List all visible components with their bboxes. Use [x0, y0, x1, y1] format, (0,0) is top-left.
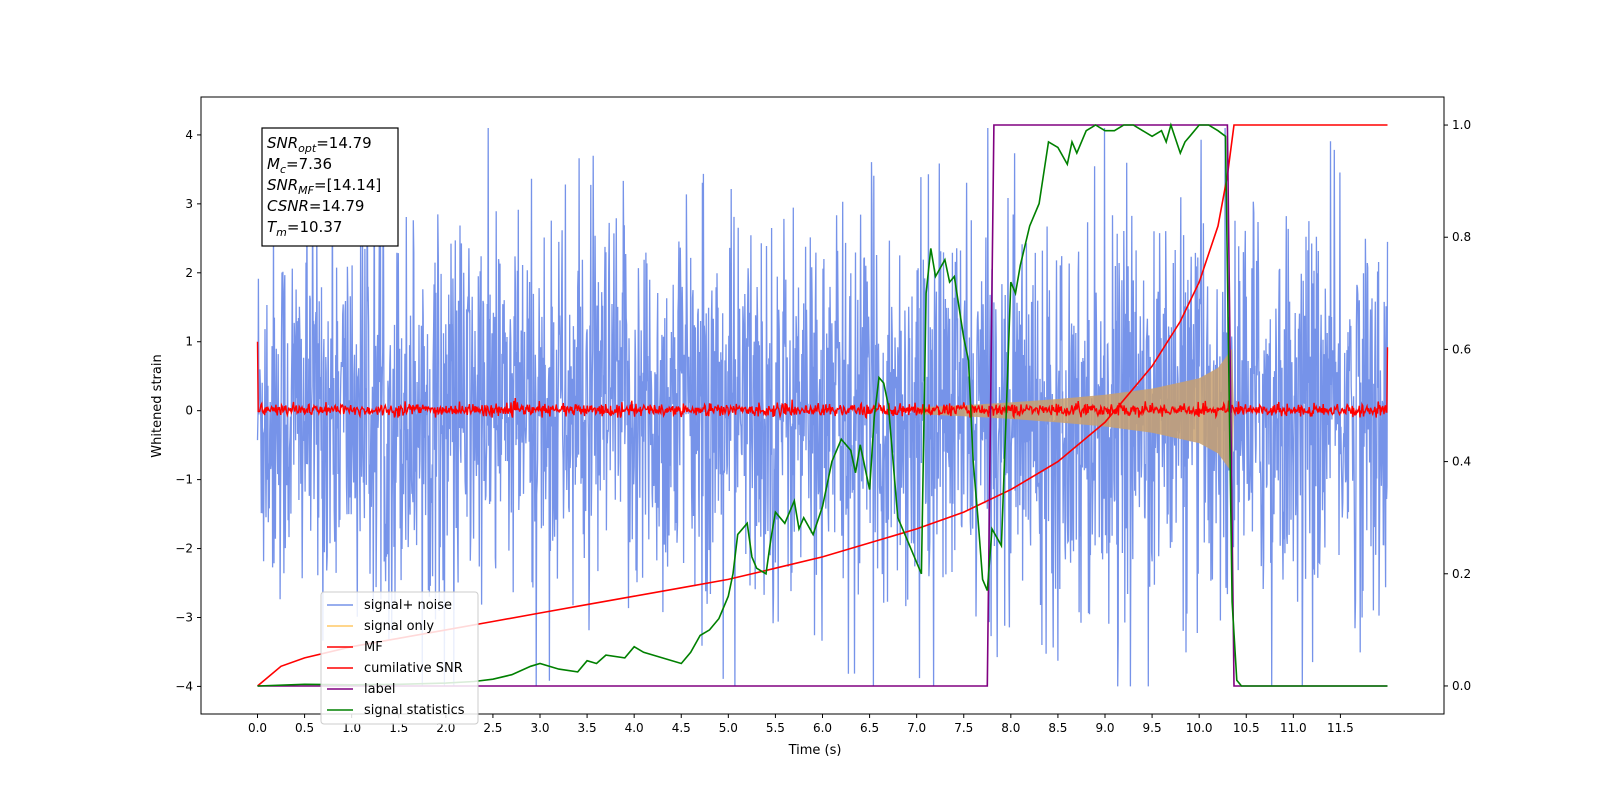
y-axis-right: 0.0 0.2 0.4 0.6 0.8 1.0 — [1444, 118, 1471, 693]
x-tick-label: 4.5 — [672, 721, 691, 735]
y-axis-left: −4 −3 −2 −1 0 1 2 3 4 — [175, 128, 201, 693]
x-tick-label: 5.0 — [719, 721, 738, 735]
legend-label: signal only — [364, 619, 434, 634]
y-left-tick-label: −3 — [175, 610, 193, 624]
y-left-tick-label: −1 — [175, 473, 193, 487]
annotation-line: Tm=10.37 — [267, 218, 342, 239]
x-tick-label: 10.5 — [1233, 721, 1260, 735]
y-axis-label-left: Whitened strain — [150, 354, 165, 457]
x-tick-label: 10.0 — [1186, 721, 1213, 735]
x-axis-label: Time (s) — [788, 743, 842, 758]
x-tick-label: 7.5 — [954, 721, 973, 735]
legend-label: label — [364, 682, 395, 697]
x-tick-label: 3.0 — [530, 721, 549, 735]
signal-noise-line — [256, 127, 1389, 687]
x-tick-label: 6.0 — [813, 721, 832, 735]
x-tick-label: 0.0 — [248, 721, 267, 735]
x-tick-label: 7.0 — [907, 721, 926, 735]
y-left-tick-label: 3 — [185, 197, 193, 211]
annotation-frame — [261, 127, 399, 247]
y-right-tick-label: 0.2 — [1452, 567, 1471, 581]
legend: signal+ noise signal only MF cumilative SNR… — [320, 591, 479, 725]
x-tick-label: 11.0 — [1280, 721, 1307, 735]
legend-label: signal statistics — [364, 703, 465, 718]
annotation-line: Mc=7.36 — [267, 155, 332, 176]
x-tick-label: 6.5 — [860, 721, 879, 735]
legend-frame — [320, 591, 479, 725]
y-right-tick-label: 0.8 — [1452, 230, 1471, 244]
legend-label: signal+ noise — [364, 598, 452, 613]
x-tick-label: 2.5 — [483, 721, 502, 735]
annotation-line: SNRMF=[14.14] — [267, 176, 381, 197]
series-signal-noise — [256, 127, 1389, 687]
y-right-tick-label: 1.0 — [1452, 118, 1471, 132]
legend-label: MF — [364, 640, 383, 655]
y-left-tick-label: −2 — [175, 542, 193, 556]
x-tick-label: 0.5 — [295, 721, 314, 735]
y-right-tick-label: 0.0 — [1452, 679, 1471, 693]
x-tick-label: 5.5 — [766, 721, 785, 735]
series-signal-only — [916, 348, 1234, 473]
x-tick-label: 9.5 — [1143, 721, 1162, 735]
y-left-tick-label: 0 — [185, 404, 193, 418]
y-left-tick-label: 1 — [185, 335, 193, 349]
y-left-tick-label: 4 — [185, 128, 193, 142]
x-tick-label: 8.5 — [1048, 721, 1067, 735]
x-tick-label: 8.0 — [1001, 721, 1020, 735]
y-right-tick-label: 0.6 — [1452, 342, 1471, 356]
signal-statistics-line — [257, 122, 1388, 687]
y-right-tick-label: 0.4 — [1452, 455, 1471, 469]
x-axis: 0.0 0.5 1.0 1.5 2.0 2.5 3.0 3.5 4.0 4.5 5.0 5.5 6.0 6… — [200, 96, 1445, 735]
annotation-line: SNRopt=14.79 — [267, 134, 372, 155]
legend-label: cumilative SNR — [364, 661, 463, 676]
x-tick-label: 11.5 — [1327, 721, 1354, 735]
x-tick-label: 9.0 — [1095, 721, 1114, 735]
x-tick-label: 4.0 — [625, 721, 644, 735]
mf-line — [256, 341, 1389, 420]
series-mf — [256, 341, 1389, 420]
x-tick-label: 3.5 — [578, 721, 597, 735]
annotation-line: CSNR=14.79 — [267, 197, 364, 215]
y-left-tick-label: 2 — [185, 266, 193, 280]
y-left-tick-label: −4 — [175, 679, 193, 693]
signal-only-band — [916, 348, 1234, 473]
annotation-box: SNRopt=14.79Mc=7.36SNRMF=[14.14]CSNR=14.… — [261, 127, 399, 247]
